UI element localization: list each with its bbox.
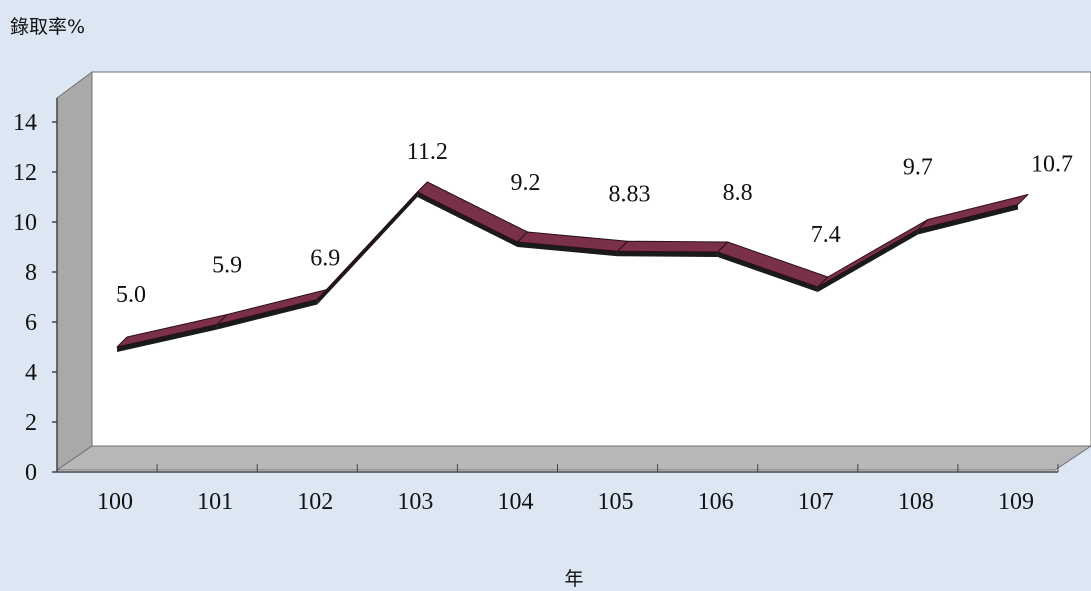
series-segment-side	[117, 324, 218, 352]
series-segment	[917, 194, 1029, 230]
series-ribbon-top	[116, 181, 1029, 348]
chart-side-wall	[56, 71, 93, 471]
series-segment-side	[617, 251, 718, 257]
x-tick-label: 105	[598, 489, 634, 515]
series-segment	[617, 240, 729, 253]
x-axis-ticks: 100 101 102 103 104 105 106 107 108 109	[56, 464, 1059, 515]
y-tick-label: 4	[25, 360, 37, 386]
y-tick-label: 12	[13, 160, 37, 186]
x-tick-label: 100	[97, 489, 133, 515]
x-tick-label: 101	[197, 489, 233, 515]
x-axis-title: 年	[564, 568, 583, 590]
y-tick-label: 10	[13, 210, 37, 236]
x-tick-label: 108	[898, 489, 934, 515]
series-segment-side	[817, 229, 918, 292]
data-label: 9.7	[903, 155, 933, 181]
x-tick-label: 103	[397, 489, 433, 515]
x-tick-label: 102	[297, 489, 333, 515]
chart-floor	[55, 445, 1091, 471]
data-label: 6.9	[310, 246, 340, 272]
y-axis-ticks: 0 2 4 6 8 10 12 14	[13, 110, 57, 486]
chart-plot-area	[91, 71, 1091, 447]
y-tick-label: 6	[25, 310, 37, 336]
y-tick-label: 0	[25, 460, 37, 486]
x-tick-label: 106	[698, 489, 734, 515]
data-label: 8.8	[723, 180, 753, 206]
y-axis-title: 錄取率%	[10, 16, 85, 38]
data-label: 9.2	[510, 170, 540, 196]
series-segment-side	[417, 192, 518, 247]
data-labels: 5.0 5.9 6.9 11.2 9.2 8.83 8.8 7.4 9.7 10.7	[116, 139, 1073, 308]
x-tick-label: 104	[497, 489, 533, 515]
x-tick-label: 109	[998, 489, 1034, 515]
data-label: 10.7	[1031, 152, 1073, 178]
x-tick-label: 107	[798, 489, 834, 515]
series-segment-side	[517, 242, 618, 257]
data-label: 8.83	[609, 181, 651, 207]
data-label: 7.4	[811, 222, 841, 248]
series-segment-side	[717, 252, 818, 292]
data-label: 5.9	[212, 253, 242, 279]
y-tick-label: 8	[25, 260, 37, 286]
data-label: 5.0	[116, 282, 146, 308]
series-segment-side	[217, 299, 318, 330]
series-segment-side	[917, 204, 1018, 235]
data-label: 11.2	[407, 139, 448, 165]
y-tick-label: 14	[13, 110, 37, 136]
y-tick-label: 2	[25, 410, 37, 436]
